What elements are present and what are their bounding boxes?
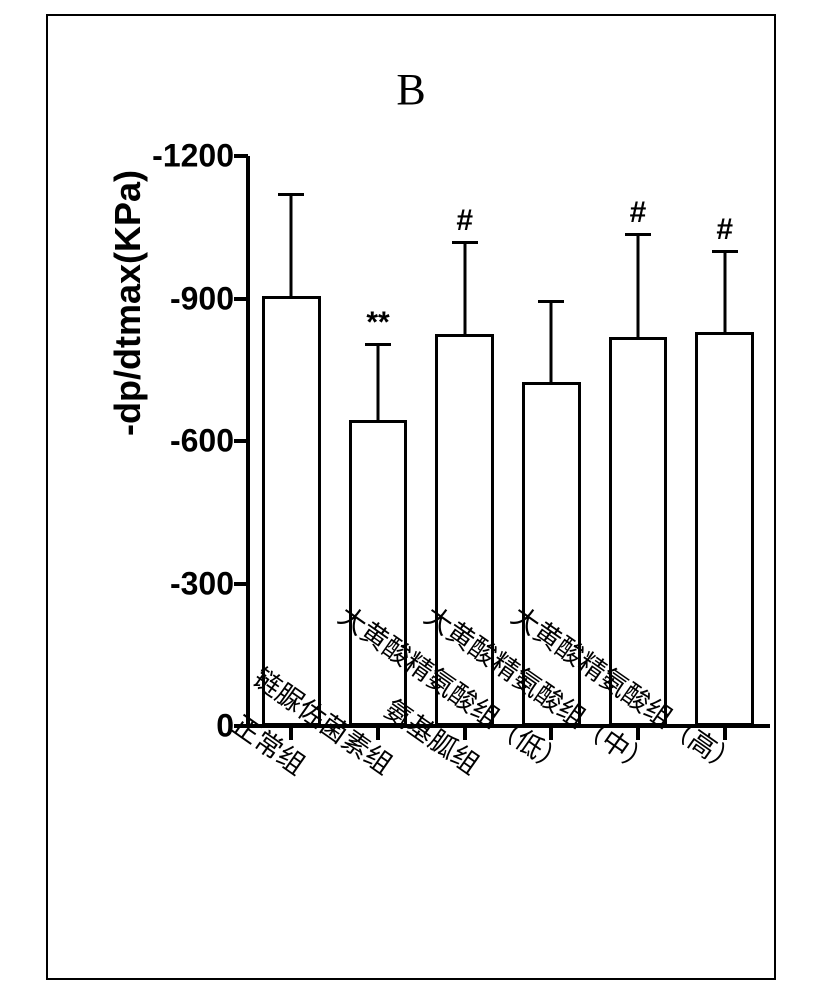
plot-region: ** # # # <box>248 156 768 726</box>
figure-frame: B -dp/dtmax(KPa) **### -1200-900-600-300… <box>46 14 776 980</box>
error-bar <box>550 301 553 382</box>
error-cap <box>538 300 564 303</box>
significance-marker: # <box>630 196 647 230</box>
error-cap <box>365 343 391 346</box>
y-tick-label: -1200 <box>114 138 234 175</box>
chart-area: ** # # # <box>248 156 768 726</box>
y-tick-label: 0 <box>114 708 234 745</box>
significance-marker: # <box>716 213 733 247</box>
error-bar <box>637 234 640 336</box>
y-tick-label: -600 <box>114 423 234 460</box>
error-bar <box>377 344 380 420</box>
error-bar <box>723 251 726 332</box>
significance-marker: # <box>456 204 473 238</box>
y-tick <box>234 297 248 301</box>
y-tick <box>234 154 248 158</box>
error-cap <box>625 233 651 236</box>
error-cap <box>452 241 478 244</box>
error-bar <box>290 194 293 296</box>
error-cap <box>712 250 738 253</box>
panel-label: B <box>48 64 774 115</box>
error-bar <box>463 242 466 335</box>
y-tick-label: -300 <box>114 565 234 602</box>
error-cap <box>278 193 304 196</box>
bar <box>349 420 408 726</box>
y-tick <box>234 439 248 443</box>
significance-marker: ** <box>366 306 389 340</box>
bar <box>695 332 754 726</box>
y-tick-label: -900 <box>114 280 234 317</box>
y-tick <box>234 582 248 586</box>
